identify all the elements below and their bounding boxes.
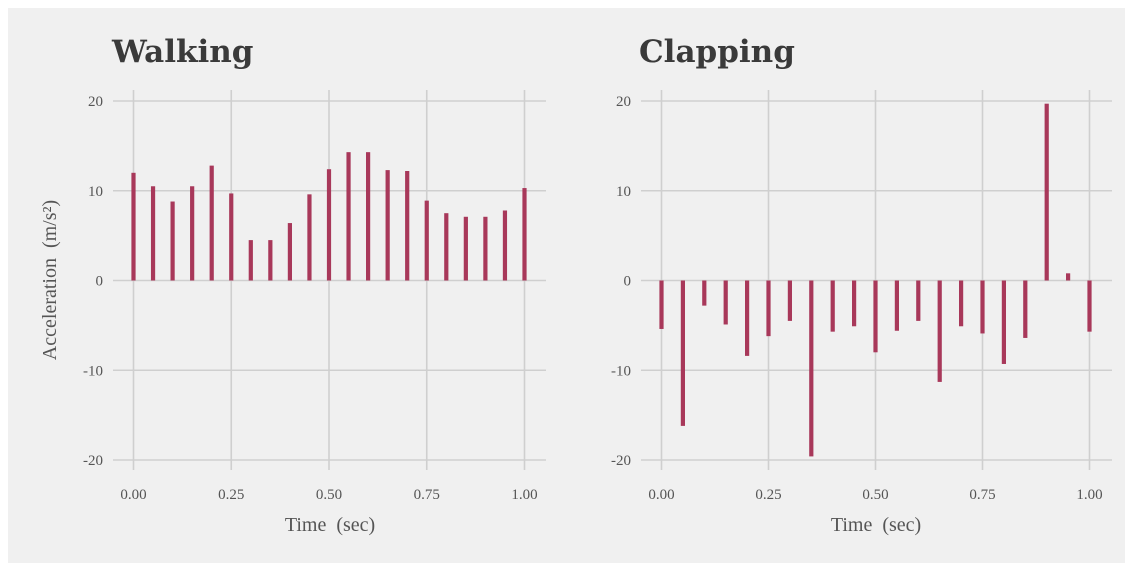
bar	[1001, 280, 1006, 364]
clapping-x-axis-label: Time (sec)	[831, 514, 921, 536]
y-tick-label: -10	[83, 363, 103, 379]
bar	[1023, 280, 1028, 338]
walking-x-axis-label: Time (sec)	[285, 514, 375, 536]
y-tick-label: 10	[88, 184, 103, 200]
x-tick-label: 1.00	[1076, 487, 1102, 503]
bar	[659, 280, 664, 329]
bar	[959, 280, 964, 327]
walking-bars	[131, 152, 527, 281]
bar	[463, 216, 468, 281]
bar	[424, 200, 429, 281]
x-tick-label: 0.00	[120, 487, 146, 503]
bar	[1087, 280, 1092, 332]
x-tick-label: 1.00	[511, 487, 537, 503]
y-tick-label: -20	[611, 453, 631, 469]
bar	[1044, 103, 1049, 281]
walking-y-tick-labels: 20 10 0 -10 -20	[83, 94, 103, 469]
bar	[1066, 273, 1071, 281]
bar	[830, 280, 835, 332]
bar	[916, 280, 921, 321]
bar	[444, 213, 449, 281]
bar	[680, 280, 685, 426]
bar	[787, 280, 792, 321]
x-tick-label: 0.50	[862, 487, 888, 503]
x-tick-label: 0.00	[648, 487, 674, 503]
clapping-y-tick-labels: 20 10 0 -10 -20	[611, 94, 631, 469]
bar	[766, 280, 771, 337]
bar	[502, 210, 508, 281]
bar	[150, 186, 156, 281]
bar	[937, 280, 942, 382]
x-tick-label: 0.75	[969, 487, 995, 503]
bar	[852, 280, 857, 327]
bar	[809, 280, 814, 457]
bar	[894, 280, 899, 331]
bar	[522, 188, 527, 281]
walking-title: Walking	[111, 34, 253, 70]
y-tick-label: 0	[96, 274, 104, 290]
bar	[209, 165, 214, 281]
y-tick-label: -10	[611, 363, 631, 379]
y-tick-label: -20	[83, 453, 103, 469]
bar	[190, 186, 195, 281]
x-tick-label: 0.25	[755, 487, 781, 503]
y-tick-label: 20	[616, 94, 631, 110]
clapping-grid	[641, 90, 1112, 470]
bar	[385, 170, 390, 281]
walking-panel: Walking 20 10 0 -10 -20 0.00 0.25 0.50 0.75 1.00…	[39, 34, 546, 536]
bar	[248, 240, 253, 281]
x-tick-label: 0.75	[414, 487, 440, 503]
bar	[405, 171, 410, 281]
y-tick-label: 10	[616, 184, 631, 200]
bar	[131, 172, 136, 281]
bar	[326, 169, 332, 281]
clapping-x-tick-labels: 0.00 0.25 0.50 0.75 1.00	[648, 487, 1102, 503]
walking-y-axis-label: Acceleration (m/s²)	[39, 200, 61, 360]
bar	[346, 152, 351, 281]
bar	[229, 193, 234, 281]
clapping-bars	[659, 103, 1092, 457]
bar	[980, 280, 985, 334]
x-tick-label: 0.50	[316, 487, 342, 503]
bar	[307, 194, 312, 281]
bar	[170, 201, 175, 281]
bar	[745, 280, 750, 356]
bar	[483, 216, 488, 281]
bar	[873, 280, 878, 353]
figure-background	[8, 8, 1125, 563]
bar	[366, 152, 371, 281]
clapping-panel: Clapping 20 10 0 -10 -20 0.00 0.25 0.50 0.75 1.0…	[611, 34, 1112, 536]
bar	[268, 240, 273, 281]
x-tick-label: 0.25	[218, 487, 244, 503]
y-tick-label: 20	[88, 94, 103, 110]
bar	[723, 280, 728, 325]
walking-x-tick-labels: 0.00 0.25 0.50 0.75 1.00	[120, 487, 537, 503]
clapping-title: Clapping	[639, 34, 795, 70]
bar	[702, 280, 707, 306]
bar	[287, 223, 292, 281]
y-tick-label: 0	[624, 274, 632, 290]
